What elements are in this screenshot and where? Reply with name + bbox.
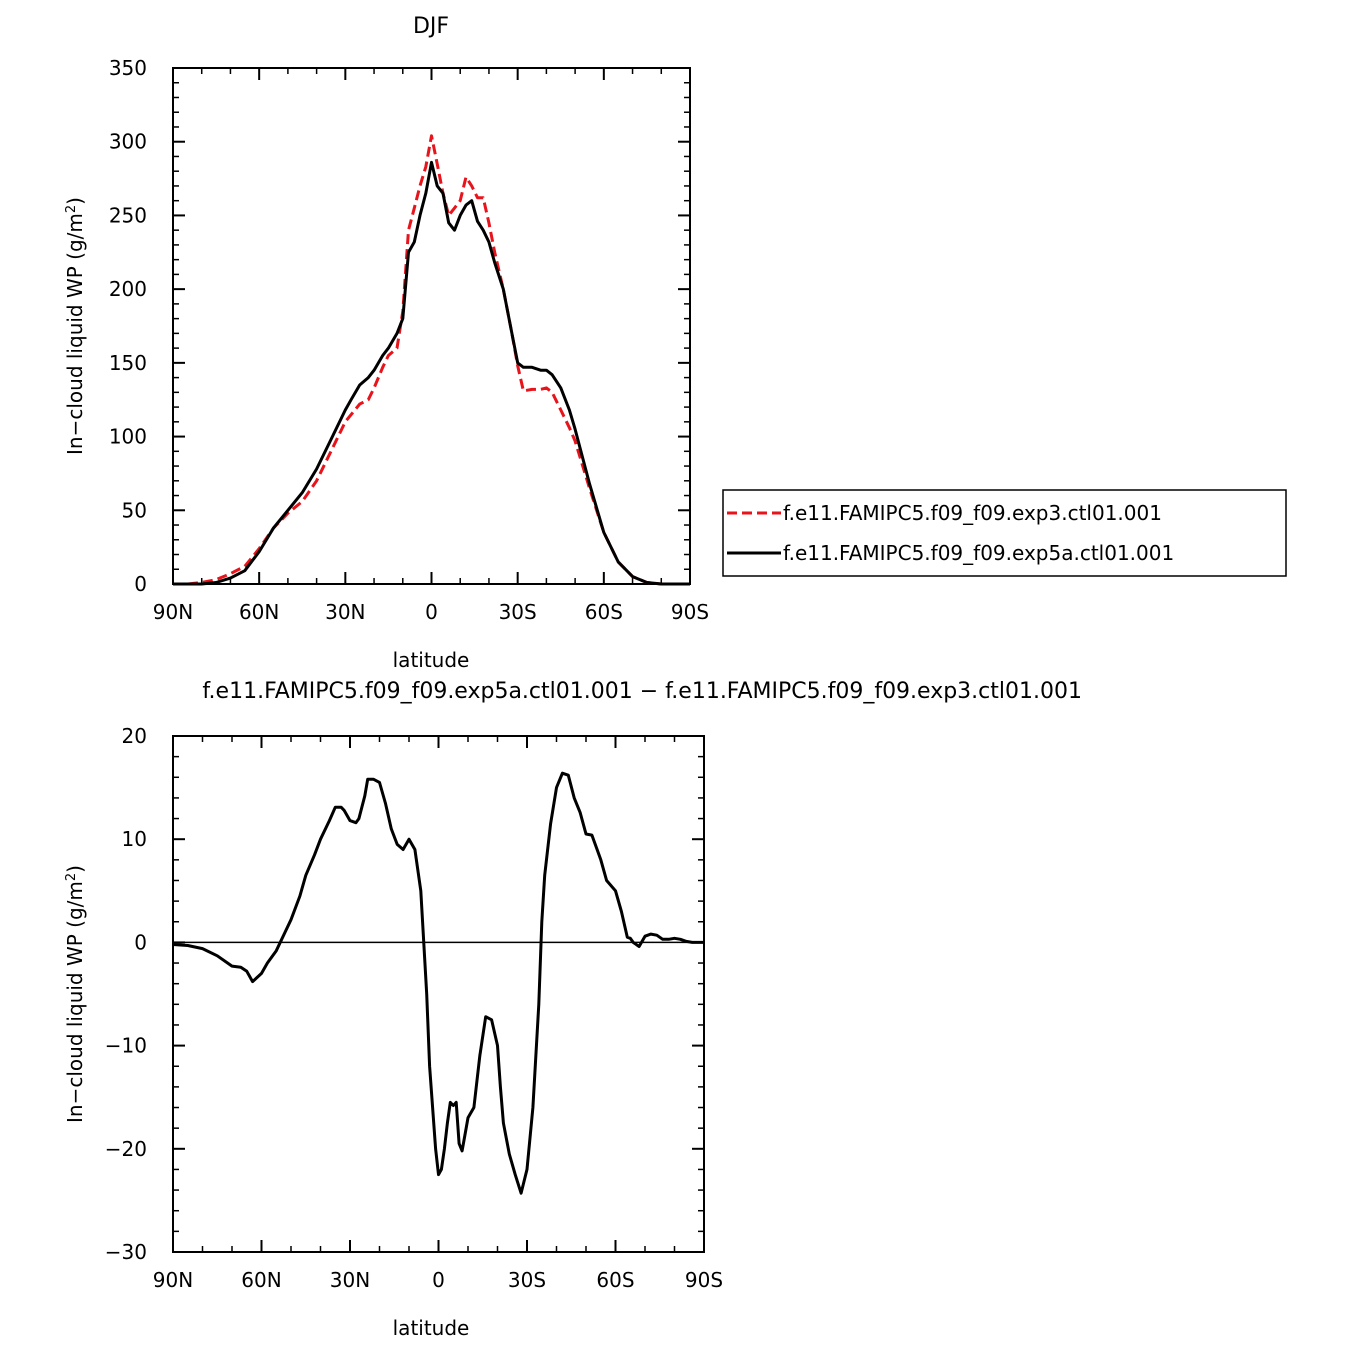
legend-label-exp3: f.e11.FAMIPC5.f09_f09.exp3.ctl01.001 bbox=[783, 501, 1162, 525]
bottom-panel-y-axis-label-sup: 2 bbox=[64, 873, 79, 881]
top-panel-y-axis-label-sup: 2 bbox=[64, 205, 79, 213]
bottom-panel-x-axis-label: latitude bbox=[393, 1316, 470, 1340]
top-series-line-2 bbox=[173, 160, 690, 586]
x-tick-label: 0 bbox=[425, 600, 438, 624]
x-tick-label: 60S bbox=[596, 1268, 634, 1292]
bottom-panel-series bbox=[172, 771, 704, 1195]
y-tick-label: 200 bbox=[109, 277, 147, 301]
bottom-panel-y-axis-label-main: In−cloud liquid WP (g/m bbox=[63, 881, 87, 1123]
y-tick-label: −10 bbox=[105, 1034, 147, 1058]
y-tick-label: 0 bbox=[134, 572, 147, 596]
bottom-panel-x-tick-labels: 90N 60N 30N 0 30S 60S 90S bbox=[153, 1268, 723, 1292]
bottom-panel-y-axis-label: In−cloud liquid WP (g/m2) bbox=[63, 865, 87, 1123]
bottom-panel-y-tick-labels: −30 −20 −10 0 10 20 bbox=[105, 724, 147, 1264]
x-tick-label: 30S bbox=[508, 1268, 546, 1292]
y-tick-label: 20 bbox=[122, 724, 147, 748]
top-panel-y-axis-label: In−cloud liquid WP (g/m2) bbox=[63, 197, 87, 455]
top-panel-y-tick-labels: 0 50 100 150 200 250 300 350 bbox=[109, 56, 147, 596]
bottom-panel-y-axis-label-close: ) bbox=[63, 865, 87, 873]
top-plot-frame bbox=[172, 67, 691, 585]
top-panel-ticks bbox=[172, 67, 691, 585]
legend: f.e11.FAMIPC5.f09_f09.exp3.ctl01.001 f.e… bbox=[722, 489, 1287, 577]
y-tick-label: 100 bbox=[109, 425, 147, 449]
top-panel-y-axis-label-main: In−cloud liquid WP (g/m bbox=[63, 213, 87, 455]
y-tick-label: 150 bbox=[109, 351, 147, 375]
y-tick-label: 50 bbox=[122, 498, 147, 522]
top-panel-y-axis-label-close: ) bbox=[63, 197, 87, 205]
y-tick-label: 0 bbox=[134, 930, 147, 954]
bottom-series-line-1 bbox=[172, 771, 704, 1195]
top-panel: DJF 90N 60N 30N 0 30S 60S 90S 0 50 100 150 200 250 3… bbox=[63, 14, 1287, 672]
legend-label-exp5a: f.e11.FAMIPC5.f09_f09.exp5a.ctl01.001 bbox=[783, 541, 1174, 565]
bottom-panel: f.e11.FAMIPC5.f09_f09.exp5a.ctl01.001 − … bbox=[63, 679, 1082, 1340]
x-tick-label: 0 bbox=[432, 1268, 445, 1292]
top-panel-x-tick-labels: 90N 60N 30N 0 30S 60S 90S bbox=[153, 600, 709, 624]
x-tick-label: 90S bbox=[685, 1268, 723, 1292]
y-tick-label: 10 bbox=[122, 827, 147, 851]
y-tick-label: −20 bbox=[105, 1137, 147, 1161]
top-panel-series bbox=[173, 134, 690, 586]
bottom-panel-title: f.e11.FAMIPC5.f09_f09.exp5a.ctl01.001 − … bbox=[202, 679, 1082, 704]
y-tick-label: 300 bbox=[109, 130, 147, 154]
x-tick-label: 90N bbox=[153, 1268, 193, 1292]
x-tick-label: 60N bbox=[241, 1268, 281, 1292]
x-tick-label: 30N bbox=[325, 600, 365, 624]
y-tick-label: −30 bbox=[105, 1240, 147, 1264]
top-panel-title: DJF bbox=[413, 14, 449, 39]
top-series-line-1 bbox=[173, 134, 690, 586]
x-tick-label: 60N bbox=[239, 600, 279, 624]
x-tick-label: 60S bbox=[585, 600, 623, 624]
x-tick-label: 30S bbox=[499, 600, 537, 624]
x-tick-label: 90S bbox=[671, 600, 709, 624]
x-tick-label: 90N bbox=[153, 600, 193, 624]
y-tick-label: 250 bbox=[109, 203, 147, 227]
legend-box bbox=[722, 489, 1287, 577]
x-tick-label: 30N bbox=[330, 1268, 370, 1292]
top-panel-x-axis-label: latitude bbox=[393, 648, 470, 672]
y-tick-label: 350 bbox=[109, 56, 147, 80]
